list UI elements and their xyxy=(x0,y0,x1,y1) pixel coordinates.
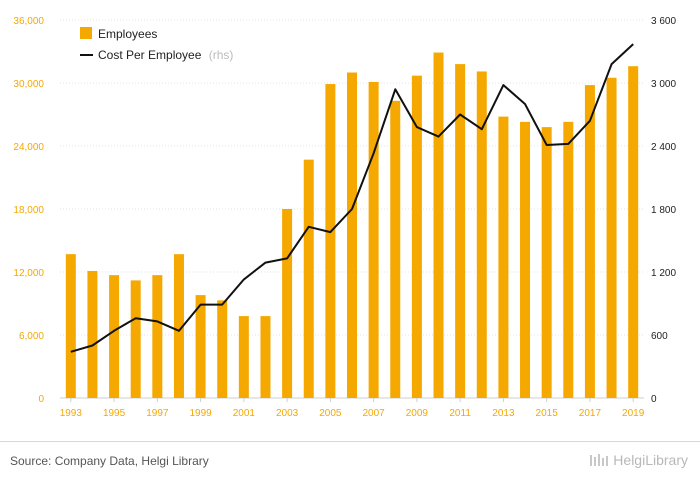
y-left-tick-label: 18,000 xyxy=(13,205,44,216)
legend-cost-suffix: (rhs) xyxy=(209,48,234,62)
y-right-tick-label: 600 xyxy=(651,331,668,342)
library-icon xyxy=(589,453,609,467)
employees-bar xyxy=(390,101,400,398)
employees-bar xyxy=(282,209,292,398)
employees-bar xyxy=(628,66,638,398)
employees-bar xyxy=(217,300,227,398)
legend-cost-label: Cost Per Employee (rhs) xyxy=(98,48,233,62)
employees-bar xyxy=(542,127,552,398)
employees-bars xyxy=(66,53,638,398)
x-axis: 1993 1995 1997 1999 2001 2003 2005 2007 2009 2011… xyxy=(60,398,645,419)
employees-bar xyxy=(260,316,270,398)
employees-bar xyxy=(109,275,119,398)
employees-bar xyxy=(66,254,76,398)
employees-bar xyxy=(196,295,206,398)
y-right-tick-label: 2 400 xyxy=(651,142,676,153)
employees-bar xyxy=(87,271,97,398)
y-right-tick-label: 3 600 xyxy=(651,16,676,27)
x-tick-label: 2017 xyxy=(579,408,602,419)
employees-bar xyxy=(412,76,422,398)
employees-bar xyxy=(304,160,314,398)
y-right-tick-label: 3 000 xyxy=(651,79,676,90)
employees-bar xyxy=(563,122,573,398)
x-tick-label: 1993 xyxy=(60,408,83,419)
x-tick-label: 2003 xyxy=(276,408,299,419)
y-left-tick-label: 30,000 xyxy=(13,79,44,90)
x-tick-label: 2007 xyxy=(363,408,386,419)
y-right-tick-label: 1 200 xyxy=(651,268,676,279)
x-tick-label: 2019 xyxy=(622,408,645,419)
source-text: Source: Company Data, Helgi Library xyxy=(10,454,209,468)
x-tick-label: 1995 xyxy=(103,408,126,419)
y-axis-right: 0 600 1 200 1 800 2 400 3 000 3 600 xyxy=(651,16,676,405)
employees-bar xyxy=(498,117,508,398)
employees-bar xyxy=(239,316,249,398)
legend: Employees Cost Per Employee (rhs) xyxy=(80,27,233,62)
y-left-tick-label: 6,000 xyxy=(19,331,44,342)
y-left-tick-label: 0 xyxy=(38,394,44,405)
y-right-tick-label: 1 800 xyxy=(651,205,676,216)
employees-bar xyxy=(585,85,595,398)
y-axis-left: 0 6,000 12,000 18,000 24,000 30,000 36,000 xyxy=(13,16,44,405)
employees-bar xyxy=(607,78,617,398)
employees-bar xyxy=(520,122,530,398)
x-tick-label: 1997 xyxy=(146,408,169,419)
employees-bar xyxy=(152,275,162,398)
employees-bar xyxy=(434,53,444,398)
x-tick-label: 2013 xyxy=(492,408,515,419)
brand-logo: HelgiLibrary xyxy=(589,452,688,468)
x-tick-label: 2009 xyxy=(406,408,429,419)
footer: Source: Company Data, Helgi Library Helg… xyxy=(0,441,700,484)
y-left-tick-label: 24,000 xyxy=(13,142,44,153)
x-tick-label: 2011 xyxy=(449,408,471,419)
brand-text: HelgiLibrary xyxy=(613,452,688,468)
employees-bar xyxy=(325,84,335,398)
chart: 0 6,000 12,000 18,000 24,000 30,000 36,000 0 60… xyxy=(0,0,700,440)
y-left-tick-label: 12,000 xyxy=(13,268,44,279)
legend-cost-name: Cost Per Employee xyxy=(98,48,202,62)
employees-bar xyxy=(347,73,357,399)
y-right-tick-label: 0 xyxy=(651,394,657,405)
x-tick-label: 2005 xyxy=(319,408,342,419)
y-left-tick-label: 36,000 xyxy=(13,16,44,27)
x-tick-label: 1999 xyxy=(189,408,212,419)
legend-employees-label: Employees xyxy=(98,27,157,41)
x-tick-label: 2001 xyxy=(233,408,256,419)
legend-employees-swatch xyxy=(80,27,92,39)
employees-bar xyxy=(369,82,379,398)
employees-bar xyxy=(131,280,141,398)
x-tick-label: 2015 xyxy=(536,408,559,419)
